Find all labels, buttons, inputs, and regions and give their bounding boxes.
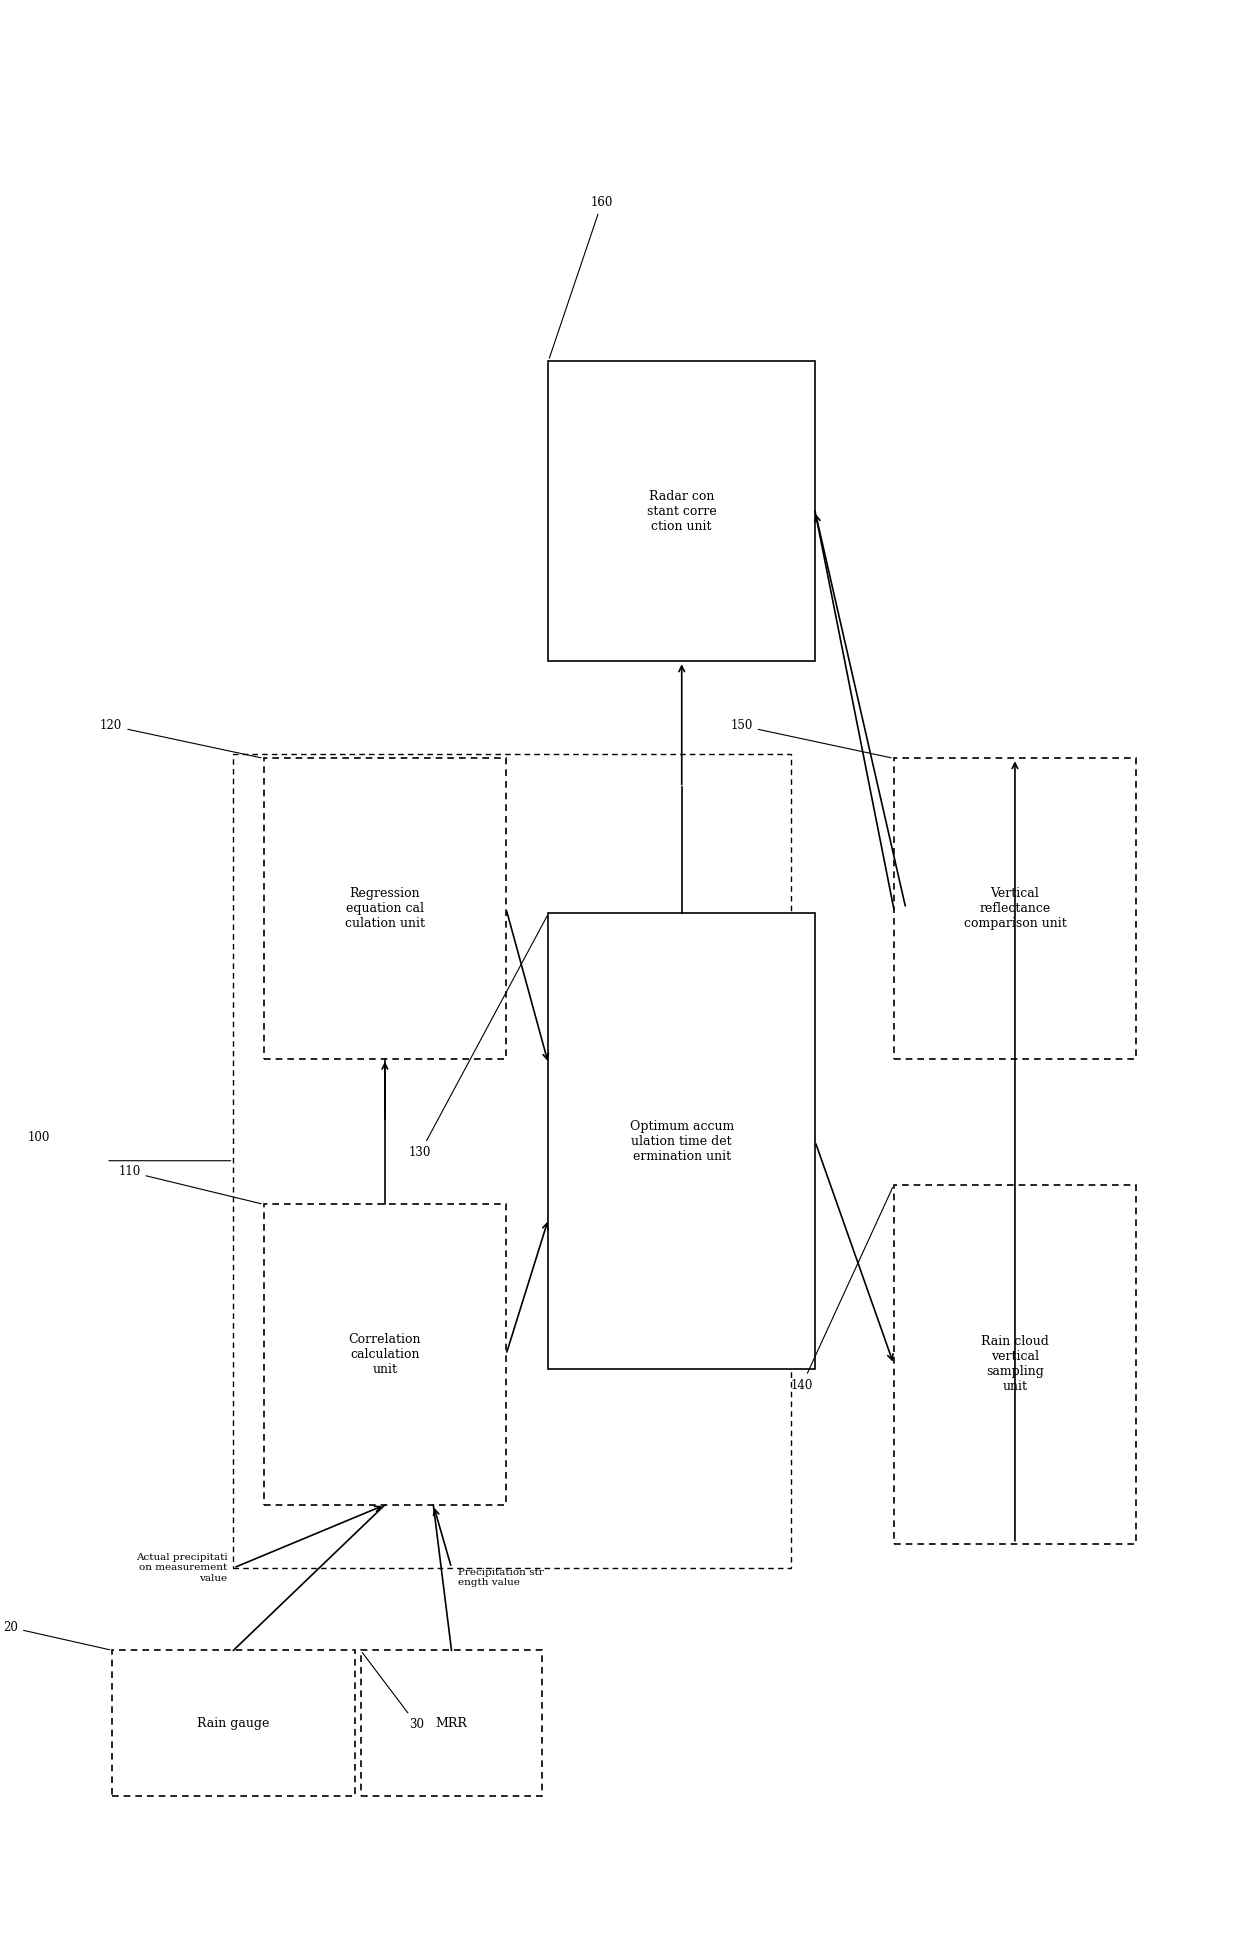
Text: 150: 150 (730, 719, 892, 758)
Bar (113, 1650, 355, 1795)
Text: 130: 130 (409, 916, 547, 1158)
Bar (894, 758, 1136, 1059)
Text: 110: 110 (118, 1166, 260, 1203)
Text: MRR: MRR (435, 1717, 467, 1730)
Text: Regression
equation cal
culation unit: Regression equation cal culation unit (345, 887, 425, 930)
Text: Precipitation str
ength value: Precipitation str ength value (458, 1568, 543, 1588)
Text: Rain gauge: Rain gauge (197, 1717, 269, 1730)
Text: Optimum accum
ulation time det
ermination unit: Optimum accum ulation time det erminatio… (630, 1119, 734, 1162)
Text: 20: 20 (4, 1621, 109, 1650)
Text: 140: 140 (791, 1187, 893, 1392)
Text: 100: 100 (27, 1131, 50, 1144)
Bar (264, 758, 506, 1059)
Bar (548, 361, 815, 662)
Bar (548, 914, 815, 1369)
Text: 160: 160 (549, 195, 614, 357)
Bar (894, 1185, 1136, 1543)
Bar (264, 1205, 506, 1506)
Text: Vertical
reflectance
comparison unit: Vertical reflectance comparison unit (963, 887, 1066, 930)
Text: Actual precipitati
on measurement
value: Actual precipitati on measurement value (135, 1553, 227, 1582)
Text: Radar con
stant corre
ction unit: Radar con stant corre ction unit (647, 490, 717, 533)
Text: 120: 120 (100, 719, 260, 758)
Bar (233, 754, 791, 1568)
Text: 30: 30 (362, 1652, 424, 1730)
Text: Rain cloud
vertical
sampling
unit: Rain cloud vertical sampling unit (981, 1336, 1049, 1392)
Text: Correlation
calculation
unit: Correlation calculation unit (348, 1334, 422, 1377)
Bar (361, 1650, 542, 1795)
